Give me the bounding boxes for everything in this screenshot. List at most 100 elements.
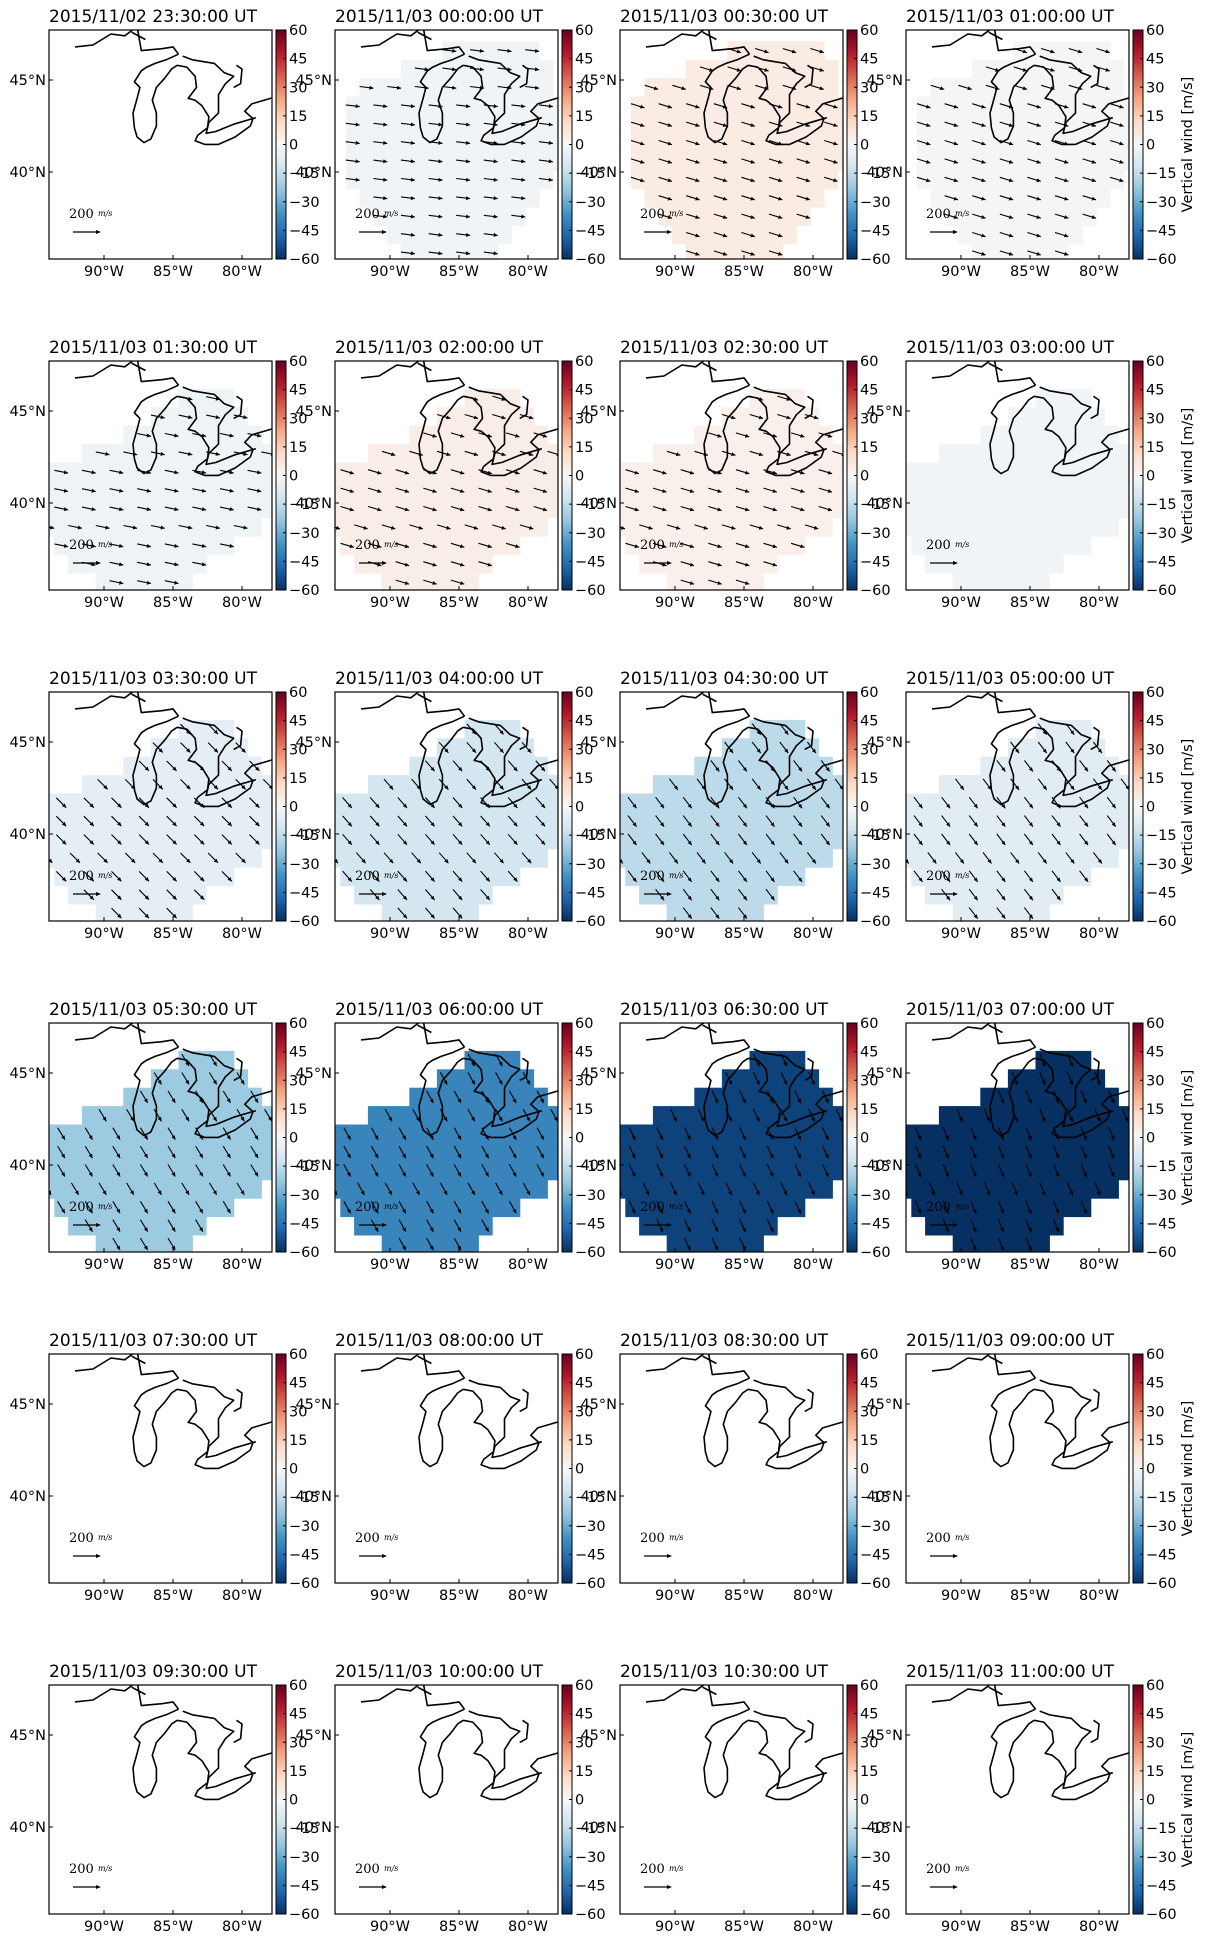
data-cell (49, 499, 55, 519)
wind-arrowhead (805, 104, 810, 109)
colorbar-tick-label: −45 (575, 554, 606, 570)
wind-arrowhead (103, 858, 108, 863)
wind-arrowhead (349, 507, 354, 512)
data-cell (666, 1216, 682, 1236)
wind-arrowhead (465, 232, 471, 237)
colorbar-tick-label: −15 (1146, 497, 1177, 513)
data-cell (980, 1234, 995, 1252)
colorbar-tick-label: 45 (1146, 714, 1164, 730)
wind-arrowhead (157, 1080, 162, 1085)
data-cell (492, 425, 507, 445)
data-cell (1007, 1216, 1023, 1236)
x-tick-label: 90°W (370, 595, 410, 611)
y-tick-label: 40°N (866, 165, 903, 181)
coastlines (931, 361, 1129, 477)
x-tick-label: 80°W (222, 926, 262, 942)
y-tick-label: 40°N (295, 1489, 332, 1505)
data-cell (925, 811, 940, 831)
data-cell (1007, 811, 1023, 831)
data-cell (768, 78, 784, 98)
wind-arrowhead (444, 748, 449, 753)
wind-arrowhead (1055, 1172, 1060, 1177)
wind-arrowhead (383, 104, 388, 109)
data-cell (436, 536, 452, 556)
wind-arrowhead (744, 470, 750, 475)
data-cell (985, 225, 1001, 245)
data-cell (137, 1179, 152, 1199)
wind-arrowhead (1008, 215, 1014, 219)
quiver-key-unit: m/s (669, 871, 683, 880)
data-cell (1035, 1234, 1050, 1252)
data-cell (735, 572, 751, 590)
wind-arrowhead (102, 1116, 107, 1122)
wind-arrowhead (432, 433, 437, 438)
data-cell (1049, 517, 1064, 537)
coastline (747, 1057, 843, 1139)
data-cell (994, 922, 1008, 941)
colorbar-tick-label: −45 (1146, 1216, 1177, 1232)
wind-arrowhead (778, 104, 783, 109)
data-cell (1054, 41, 1070, 61)
data-cell (1123, 96, 1129, 116)
map-frame (48, 360, 273, 591)
wind-arrowhead (634, 507, 639, 512)
data-cell (206, 462, 221, 482)
wind-arrowhead (778, 251, 783, 256)
data-cell (727, 207, 742, 226)
data-cell (925, 867, 940, 887)
data-cell (367, 1106, 383, 1126)
data-cell (1104, 462, 1119, 482)
data-cell (1035, 1142, 1050, 1162)
data-cell (958, 170, 973, 190)
wind-arrowhead (171, 1208, 176, 1214)
data-cell (741, 59, 756, 79)
wind-arrowhead (755, 1062, 760, 1067)
wind-arrowhead (717, 544, 722, 549)
x-tick-label: 80°W (222, 595, 262, 611)
data-cell (1041, 151, 1056, 171)
wind-arrowhead (528, 415, 534, 420)
data-region (916, 41, 1129, 259)
data-cell (547, 480, 558, 500)
coastline (645, 1023, 751, 1048)
data-cell (980, 572, 995, 590)
colorbar-tick-label: 60 (289, 23, 307, 39)
data-cell (930, 188, 945, 208)
colorbar-tick-label: 45 (289, 383, 307, 399)
colorbar-tick-label: −30 (1146, 1188, 1177, 1204)
wind-arrowhead (473, 452, 479, 457)
wind-arrowhead (88, 1172, 93, 1177)
data-cell (1096, 133, 1111, 153)
wind-arrowhead (116, 1227, 121, 1232)
colorbar-tick-label: −30 (860, 1188, 891, 1204)
colorbar-tick-label: 0 (1146, 800, 1155, 816)
data-cell (178, 554, 193, 574)
wind-arrowhead (254, 1098, 259, 1103)
wind-arrowhead (438, 214, 443, 219)
data-cell (261, 775, 272, 795)
data-cell (49, 1142, 55, 1162)
data-cell (1013, 170, 1028, 190)
wind-arrowhead (199, 821, 205, 827)
y-tick-label: 45°N (295, 73, 332, 89)
data-cell (150, 1234, 166, 1252)
data-cell (994, 536, 1009, 556)
data-cell (652, 848, 668, 868)
data-cell (680, 1234, 695, 1252)
colorbar-tick-label: −45 (1146, 223, 1177, 239)
data-region (620, 388, 843, 590)
map-frame (905, 29, 1130, 260)
data-cell (261, 462, 272, 482)
wind-arrowhead (438, 159, 443, 164)
wind-arrowhead (1070, 785, 1075, 790)
data-cell (401, 78, 416, 98)
data-cell (178, 867, 193, 887)
data-cell (925, 554, 940, 574)
data-cell (436, 867, 452, 887)
data-cell (1049, 554, 1064, 574)
wind-arrowhead (986, 1117, 991, 1122)
data-cell (123, 1142, 138, 1162)
data-cell (81, 1106, 97, 1126)
data-cell (436, 1161, 452, 1181)
coastline (703, 53, 750, 144)
